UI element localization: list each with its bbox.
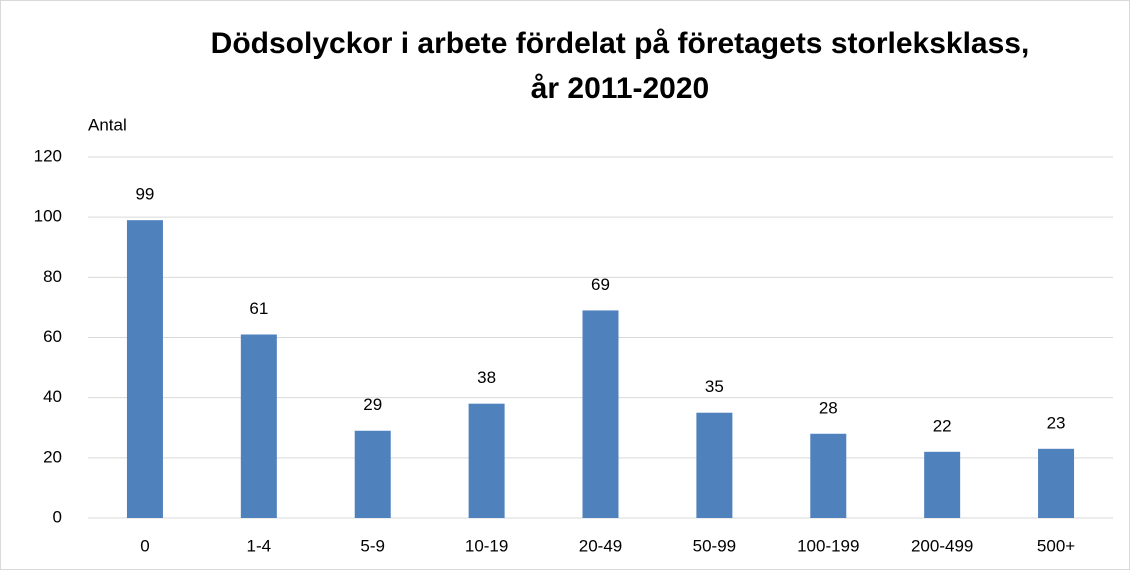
data-label: 99 (135, 185, 154, 204)
y-tick-label: 20 (43, 447, 62, 466)
data-label: 29 (363, 395, 382, 414)
x-tick-label: 10-19 (465, 536, 508, 555)
x-tick-label: 1-4 (247, 536, 272, 555)
x-tick-label: 200-499 (911, 536, 973, 555)
x-tick-label: 100-199 (797, 536, 859, 555)
y-tick-label: 80 (43, 267, 62, 286)
data-label: 35 (705, 377, 724, 396)
data-label: 61 (249, 299, 268, 318)
chart-title: år 2011-2020 (531, 72, 710, 105)
bar (1038, 448, 1075, 518)
bar (696, 412, 733, 518)
data-label: 22 (933, 416, 952, 435)
x-tick-label: 0 (140, 536, 149, 555)
y-tick-label: 100 (34, 207, 62, 226)
x-tick-label: 20-49 (579, 536, 622, 555)
y-tick-label: 40 (43, 387, 62, 406)
x-tick-label: 50-99 (693, 536, 736, 555)
bar (810, 433, 847, 518)
data-label: 28 (819, 398, 838, 417)
data-label: 23 (1047, 413, 1066, 432)
bar (582, 310, 619, 518)
bar (240, 334, 277, 518)
x-tick-label: 500+ (1037, 536, 1075, 555)
data-label: 69 (591, 275, 610, 294)
data-label: 38 (477, 368, 496, 387)
bar (126, 220, 163, 519)
chart-title: Dödsolyckor i arbete fördelat på företag… (211, 27, 1030, 60)
bar (468, 403, 505, 518)
y-tick-label: 0 (53, 507, 62, 526)
bar (924, 451, 961, 518)
bar (354, 430, 391, 518)
x-tick-label: 5-9 (360, 536, 385, 555)
y-tick-label: 120 (34, 146, 62, 165)
y-tick-label: 60 (43, 327, 62, 346)
y-axis-label: Antal (88, 115, 127, 134)
